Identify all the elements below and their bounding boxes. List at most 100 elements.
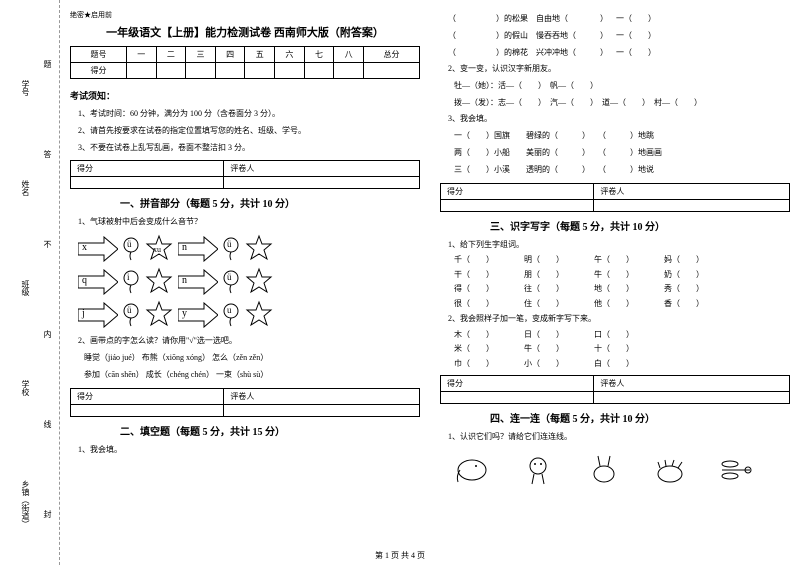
arrow-icon: x — [78, 236, 118, 262]
cell[interactable] — [186, 63, 216, 79]
cell: 得分 — [441, 375, 594, 391]
cell[interactable] — [594, 199, 790, 211]
fill-item: 一（ ） — [616, 47, 656, 58]
cell: 评卷人 — [594, 183, 790, 199]
cell: 八 — [334, 47, 364, 63]
cell[interactable] — [441, 391, 594, 403]
question-text: 2、变一变，认识汉字新朋友。 — [448, 63, 790, 76]
bian-line: 牡—（她）：活—（ ） 帆—（ ） — [454, 80, 790, 93]
cell[interactable] — [363, 63, 419, 79]
fill-item: （ ）的棉花 — [448, 47, 528, 58]
cell[interactable] — [224, 404, 420, 416]
bind-mark: 内 — [42, 330, 53, 338]
notice-item: 3、不要在试卷上乱写乱画，卷面不整洁扣 3 分。 — [78, 142, 420, 155]
table-row: 题号 一 二 三 四 五 六 七 八 总分 — [71, 47, 420, 63]
word-item: 牛（ ） — [524, 342, 594, 356]
word-item: 往（ ） — [524, 282, 594, 296]
star-icon: xu — [144, 234, 174, 264]
bind-label: 乡镇（街道） — [20, 480, 31, 528]
word-item: 巾（ ） — [454, 357, 524, 371]
cell: 七 — [304, 47, 334, 63]
cell: 评卷人 — [224, 388, 420, 404]
letter: q — [82, 275, 87, 286]
fill-row: （ ）的棉花 兴冲冲地（ ） 一（ ） — [448, 47, 790, 58]
animals-row — [454, 452, 790, 488]
pinyin-diagram: x ü xu n ü q i n ü j ü y u — [70, 231, 420, 333]
letter: ü — [127, 305, 132, 315]
notice-item: 1、考试时间：60 分钟，满分为 100 分（含卷面分 3 分）。 — [78, 108, 420, 121]
letter: x — [82, 242, 87, 253]
word-grid: 木（ ）日（ ）口（ ） 米（ ）牛（ ）十（ ） 巾（ ）小（ ）白（ ） — [454, 328, 790, 371]
arrow-icon: y — [178, 302, 218, 328]
cell: 二 — [156, 47, 186, 63]
word-item: 明（ ） — [524, 253, 594, 267]
fill-row: （ ）的松果 自由地（ ） 一（ ） — [448, 13, 790, 24]
binding-margin: 乡镇（街道） 学校 班级 姓名 学号 封 线 内 不 答 题 — [0, 0, 60, 565]
word-item: 奶（ ） — [664, 268, 734, 282]
tian-line: 三（ ）小溪 透明的（ ） （ ）地说 — [454, 164, 790, 177]
question-text: 2、画带点的字怎么读？请你用"√"选一选吧。 — [78, 335, 420, 348]
fill-item: （ ）的松果 — [448, 13, 528, 24]
cell[interactable] — [275, 63, 305, 79]
cell: 题号 — [71, 47, 127, 63]
cell[interactable] — [71, 177, 224, 189]
cell[interactable] — [224, 177, 420, 189]
word-item: 千（ ） — [454, 253, 524, 267]
cell[interactable] — [441, 199, 594, 211]
letter: n — [182, 275, 187, 286]
cell: 总分 — [363, 47, 419, 63]
exam-title: 一年级语文【上册】能力检测试卷 西南师大版（附答案） — [70, 24, 420, 40]
cell[interactable] — [304, 63, 334, 79]
elephant-icon — [454, 452, 490, 488]
balloon-icon: ü — [122, 303, 140, 327]
word-item: 口（ ） — [594, 328, 664, 342]
question-text: 1、认识它们吗？请给它们连连线。 — [448, 431, 790, 444]
bind-label: 学号 — [20, 80, 31, 96]
notice-heading: 考试须知： — [70, 89, 420, 102]
cell[interactable] — [71, 404, 224, 416]
pinyin-choice: 睡觉（jiáo jué） 布熊（xiōng xóng） 怎么（zěn zěn） — [84, 352, 420, 365]
left-column: 绝密★启用前 一年级语文【上册】能力检测试卷 西南师大版（附答案） 题号 一 二… — [70, 10, 420, 550]
word-item: 得（ ） — [454, 282, 524, 296]
word-item: 日（ ） — [524, 328, 594, 342]
question-text: 1、气球被射中后会变成什么音节？ — [78, 216, 420, 229]
cell[interactable] — [126, 63, 156, 79]
cell[interactable] — [156, 63, 186, 79]
balloon-icon: u — [222, 303, 240, 327]
cell: 评卷人 — [224, 161, 420, 177]
fill-row: （ ）的假山 慢吞吞地（ ） 一（ ） — [448, 30, 790, 41]
bind-mark: 封 — [42, 510, 53, 518]
score-mini-table: 得分评卷人 — [70, 160, 420, 189]
cell[interactable] — [594, 391, 790, 403]
score-table: 题号 一 二 三 四 五 六 七 八 总分 得分 — [70, 46, 420, 79]
main-content: 绝密★启用前 一年级语文【上册】能力检测试卷 西南师大版（附答案） 题号 一 二… — [70, 10, 790, 550]
letter: n — [182, 242, 187, 253]
balloon-icon: ü — [222, 237, 240, 261]
bind-label: 班级 — [20, 280, 31, 296]
cell: 六 — [275, 47, 305, 63]
cell: 得分 — [71, 63, 127, 79]
bind-mark: 不 — [42, 240, 53, 248]
section1-title: 一、拼音部分（每题 5 分，共计 10 分） — [120, 195, 420, 210]
cell: 得分 — [71, 161, 224, 177]
fill-item: 一（ ） — [616, 13, 656, 24]
cell: 一 — [126, 47, 156, 63]
letter: ü — [227, 239, 232, 249]
word-item: 秀（ ） — [664, 282, 734, 296]
cell[interactable] — [215, 63, 245, 79]
tian-line: 一（ ）国旗 碧绿的（ ） （ ）地跳 — [454, 130, 790, 143]
page-footer: 第 1 页 共 4 页 — [0, 550, 800, 561]
cell[interactable] — [245, 63, 275, 79]
letter: ü — [127, 239, 132, 249]
word-item: 香（ ） — [664, 297, 734, 311]
word-item: 朋（ ） — [524, 268, 594, 282]
section2-title: 二、填空题（每题 5 分，共计 15 分） — [120, 423, 420, 438]
table-row: 得分 — [71, 63, 420, 79]
score-mini-table: 得分评卷人 — [440, 183, 790, 212]
arrow-icon: j — [78, 302, 118, 328]
pinyin-row: x ü xu n ü — [78, 234, 420, 264]
word-item: 白（ ） — [594, 357, 664, 371]
monkey-icon — [520, 452, 556, 488]
balloon-icon: ü — [222, 270, 240, 294]
cell[interactable] — [334, 63, 364, 79]
